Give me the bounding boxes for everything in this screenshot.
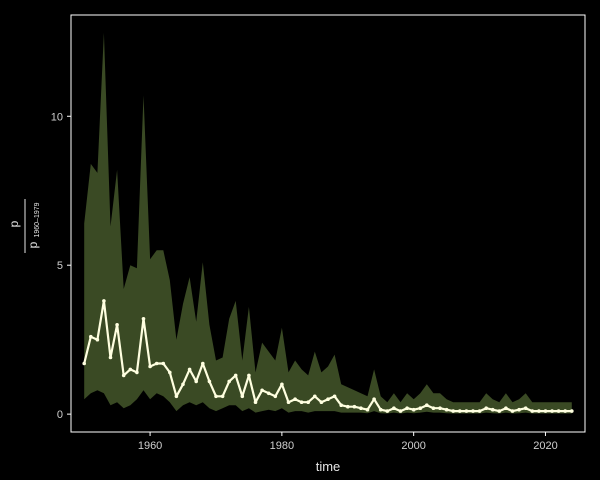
data-point: [233, 373, 238, 378]
data-point: [385, 409, 390, 413]
data-point: [392, 406, 396, 411]
data-point: [563, 409, 567, 413]
x-axis-title: time: [316, 459, 341, 474]
x-tick-label: 1980: [270, 440, 294, 452]
y-axis-numerator: p: [7, 220, 21, 227]
data-point: [89, 334, 93, 339]
data-point: [490, 407, 495, 412]
data-point: [359, 406, 363, 411]
data-point: [411, 407, 416, 412]
data-point: [227, 379, 231, 384]
data-point: [378, 407, 383, 412]
y-tick-label: 0: [57, 409, 63, 421]
data-point: [181, 382, 185, 387]
data-point: [504, 406, 508, 411]
data-point: [556, 409, 561, 413]
data-point: [497, 409, 502, 413]
data-point: [471, 409, 475, 413]
data-point: [293, 397, 297, 402]
data-point: [121, 373, 126, 378]
data-point: [313, 394, 317, 399]
uncertainty-band: [84, 32, 572, 414]
data-point: [266, 391, 271, 396]
data-point: [517, 407, 521, 412]
data-point: [115, 323, 119, 327]
data-point: [530, 409, 535, 413]
data-point: [128, 367, 133, 372]
data-point: [247, 373, 251, 378]
data-point: [214, 394, 218, 399]
y-axis-denominator: p: [26, 241, 40, 248]
x-tick-label: 2000: [401, 440, 425, 452]
data-point: [187, 367, 192, 372]
x-tick-label: 1960: [138, 440, 162, 452]
data-point: [201, 361, 205, 366]
data-point: [319, 400, 324, 405]
data-point: [418, 406, 423, 411]
data-point: [135, 370, 139, 375]
data-point: [286, 400, 291, 405]
data-point: [352, 404, 357, 409]
data-point: [543, 409, 548, 413]
data-point: [207, 379, 212, 384]
data-point: [260, 388, 264, 393]
y-tick-label: 10: [51, 111, 63, 123]
data-point: [299, 400, 304, 405]
data-point: [438, 406, 442, 411]
data-point: [161, 361, 166, 366]
data-point: [537, 409, 541, 413]
data-point: [477, 409, 482, 413]
data-point: [273, 394, 278, 399]
data-point: [444, 407, 449, 412]
data-point: [339, 403, 344, 408]
data-point: [365, 407, 370, 412]
data-point: [154, 361, 159, 366]
data-point: [346, 404, 350, 409]
data-point: [431, 406, 436, 411]
data-point: [82, 361, 86, 366]
data-point: [174, 394, 179, 399]
data-point: [425, 403, 429, 408]
data-point: [253, 400, 258, 405]
y-tick-label: 5: [57, 260, 63, 272]
x-tick-label: 2020: [533, 440, 557, 452]
data-point: [168, 370, 172, 375]
data-point: [523, 406, 528, 411]
data-point: [280, 382, 284, 387]
data-point: [194, 379, 198, 384]
data-point: [220, 394, 225, 399]
data-point: [510, 409, 515, 413]
y-axis-title: p p 1960–1979: [7, 199, 41, 253]
data-point: [570, 409, 574, 413]
data-point: [326, 397, 330, 402]
data-point: [451, 409, 456, 413]
y-axis-denominator-subscript: 1960–1979: [34, 202, 41, 237]
data-point: [405, 406, 409, 411]
data-point: [148, 364, 152, 369]
data-point: [108, 355, 113, 360]
data-point: [240, 394, 245, 399]
data-point: [372, 397, 376, 402]
data-point: [398, 409, 403, 413]
data-point: [102, 299, 106, 303]
data-point: [484, 406, 489, 411]
plot-panel: [70, 14, 586, 433]
data-point: [95, 337, 100, 342]
data-point: [141, 317, 146, 321]
data-point: [332, 394, 337, 399]
data-point: [464, 409, 469, 413]
data-point: [550, 409, 554, 413]
data-point: [458, 409, 462, 413]
data-point: [306, 400, 311, 405]
